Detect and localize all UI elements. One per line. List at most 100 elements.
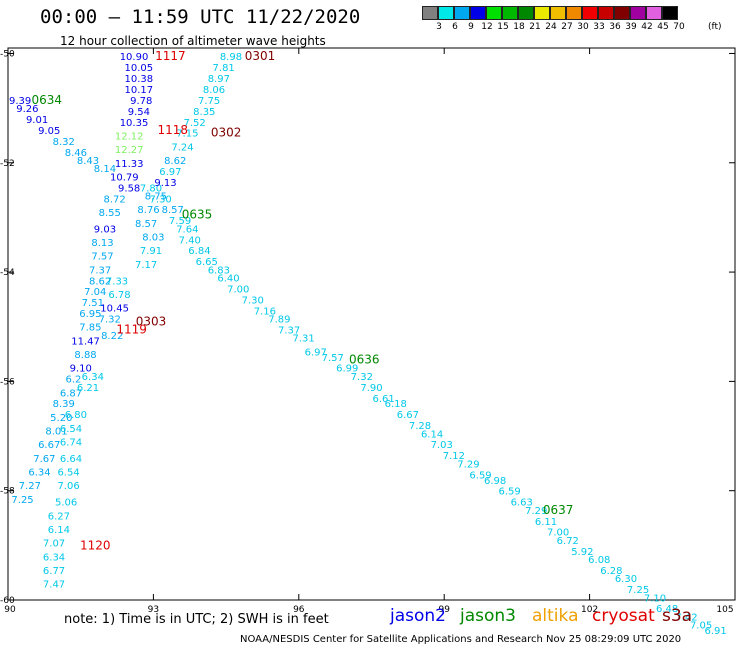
wave-height-value: 6.97 [159, 167, 181, 178]
color-swatch [630, 6, 646, 20]
pass-time-label: 1117 [155, 49, 186, 63]
wave-height-value: 8.32 [53, 137, 75, 148]
wave-height-value: 6.34 [28, 468, 50, 479]
wave-height-value: 6.98 [484, 476, 506, 487]
color-scale-tick: 39 [625, 22, 637, 32]
wave-height-value: 7.37 [89, 265, 111, 276]
color-swatch [470, 6, 486, 20]
wave-height-value: 7.29 [457, 459, 479, 470]
wave-height-value: 7.07 [43, 539, 65, 550]
wave-height-value: 7.28 [409, 421, 431, 432]
wave-height-value: 8.62 [164, 156, 186, 167]
footer-credit: NOAA/NESDIS Center for Satellite Applica… [240, 634, 682, 645]
satellite-legend-item: s3a [662, 606, 693, 626]
wave-height-value: 6.77 [43, 566, 65, 577]
wave-height-value: 7.05 [690, 621, 712, 632]
pass-time-label: 0634 [31, 93, 62, 107]
map-frame [7, 47, 736, 601]
color-scale-tick: 45 [657, 22, 669, 32]
wave-height-value: 8.14 [94, 164, 116, 175]
wave-height-value: 6.99 [336, 364, 358, 375]
wave-height-value: 7.51 [82, 298, 104, 309]
wave-height-value: 8.06 [203, 85, 225, 96]
color-scale-tick: 33 [593, 22, 605, 32]
lon-tick-label: 102 [581, 605, 598, 615]
wave-height-value: 7.33 [106, 276, 128, 287]
wave-height-value: 8.75 [145, 192, 167, 203]
wave-height-value: 7.30 [242, 295, 264, 306]
color-scale-tick: 9 [468, 22, 474, 32]
wave-height-value: 6.61 [372, 394, 394, 405]
wave-height-value: 10.79 [110, 172, 139, 183]
wave-height-value: 10.35 [120, 118, 149, 129]
wave-height-value: 6.72 [557, 536, 579, 547]
color-swatch [598, 6, 614, 20]
wave-height-value: 6.67 [397, 410, 419, 421]
wave-height-value: 7.67 [33, 454, 55, 465]
color-scale-tick: 70 [673, 22, 685, 32]
wave-height-value: 8.62 [89, 276, 111, 287]
wave-height-value: 6.83 [208, 265, 230, 276]
wave-height-value: 7.85 [79, 323, 101, 334]
wave-height-value: 8.35 [193, 107, 215, 118]
wave-height-value: 7.25 [11, 495, 33, 506]
wave-height-value: 5.06 [55, 498, 77, 509]
wave-height-value: 7.81 [213, 63, 235, 74]
wave-height-value: 6.59 [498, 487, 520, 498]
wave-height-value: 8.01 [45, 427, 67, 438]
wave-height-value: 9.78 [130, 96, 152, 107]
wave-height-value: 8.46 [65, 148, 87, 159]
wave-height-value: 9.26 [16, 104, 38, 115]
map-subtitle: 12 hour collection of altimeter wave hei… [60, 34, 326, 48]
wave-height-value: 6.65 [196, 257, 218, 268]
wave-height-value: 6.08 [588, 555, 610, 566]
color-swatch [614, 6, 630, 20]
wave-height-value: 6.28 [600, 566, 622, 577]
wave-height-value: 9.05 [38, 126, 60, 137]
wave-height-value: 7.64 [176, 224, 198, 235]
wave-height-value: 6.54 [60, 424, 82, 435]
wave-height-value: 8.57 [135, 219, 157, 230]
wave-height-value: 10.90 [120, 52, 149, 63]
wave-height-value: 6.63 [511, 498, 533, 509]
wave-height-value: 7.10 [644, 593, 666, 604]
wave-height-value: 6.14 [48, 525, 70, 536]
wave-height-value: 7.32 [99, 315, 121, 326]
wave-height-value: 6.54 [57, 468, 79, 479]
color-swatch [662, 6, 678, 20]
wave-height-value: 6.2 [65, 375, 81, 386]
wave-height-value: 6.21 [77, 383, 99, 394]
wave-height-value: 6.91 [704, 626, 726, 637]
wave-height-value: 7.37 [278, 325, 300, 336]
color-scale-tick: 18 [513, 22, 525, 32]
wave-height-value: 8.97 [208, 74, 230, 85]
color-swatch [454, 6, 470, 20]
wave-height-value: 6.48 [656, 604, 678, 615]
wave-height-value: 6.74 [60, 438, 82, 449]
color-scale-tick: 15 [497, 22, 509, 32]
color-swatch [550, 6, 566, 20]
lat-tick-label: -58 [0, 487, 15, 497]
wave-height-value: 8.55 [99, 208, 121, 219]
color-swatch [646, 6, 662, 20]
wave-height-value: 6.18 [385, 399, 407, 410]
wave-height-value: 7.00 [547, 528, 569, 539]
wave-height-value: 7.06 [57, 481, 79, 492]
lat-tick-label: -54 [0, 268, 15, 278]
wave-height-value: 6.67 [38, 440, 60, 451]
wave-height-value: 8.76 [137, 205, 159, 216]
color-scale-tick: 12 [481, 22, 493, 32]
pass-time-label: 1118 [158, 123, 189, 137]
wave-height-value: 10.17 [125, 85, 154, 96]
wave-height-value: 6.78 [108, 290, 130, 301]
lat-tick-label: -52 [0, 159, 15, 169]
pass-time-label: 0637 [543, 503, 574, 517]
wave-height-value: 6.34 [82, 372, 104, 383]
wave-height-value: 11.47 [71, 336, 100, 347]
color-swatch [422, 6, 438, 20]
wave-height-value: 7.80 [140, 183, 162, 194]
color-scale-tick: 36 [609, 22, 621, 32]
lon-tick-label: 105 [716, 605, 733, 615]
wave-height-value: 8.03 [142, 233, 164, 244]
